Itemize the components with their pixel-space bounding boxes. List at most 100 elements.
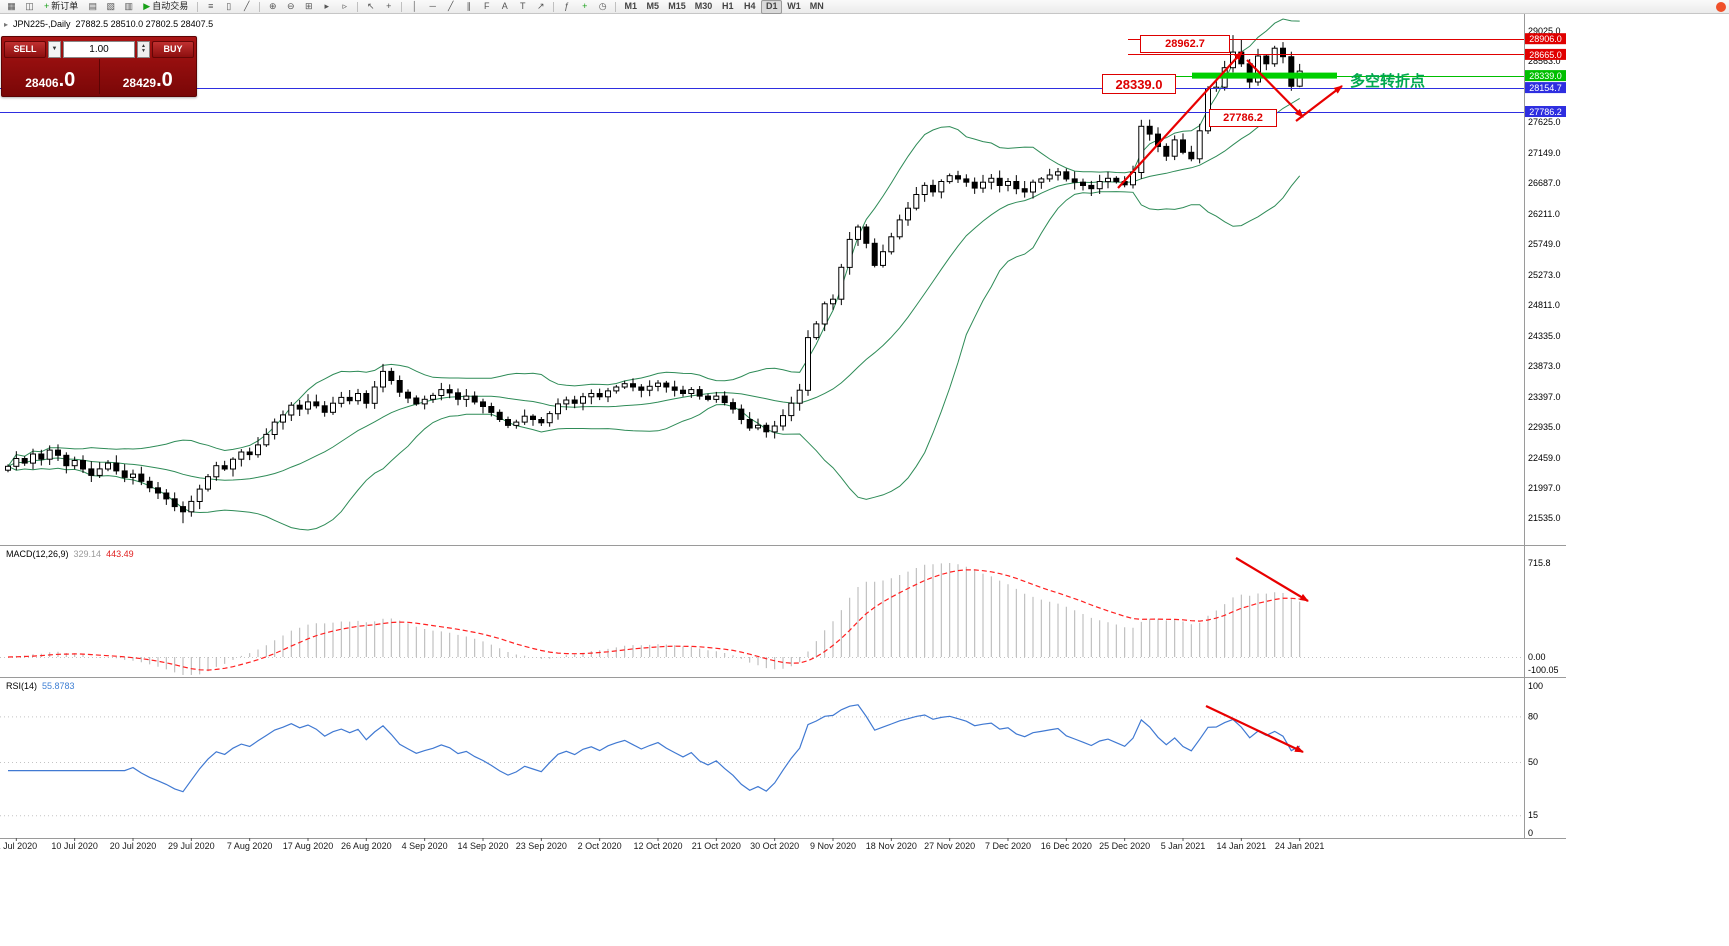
support-price-annotation[interactable]: 28339.0 (1102, 74, 1176, 94)
svg-text:17 Aug 2020: 17 Aug 2020 (283, 841, 334, 851)
svg-text:5 Jan 2021: 5 Jan 2021 (1161, 841, 1206, 851)
timeframe-h1-button[interactable]: H1 (721, 1, 734, 11)
new-order-button-label: 新订单 (51, 1, 79, 11)
fibonacci-icon[interactable]: F (478, 0, 495, 14)
svg-text:14 Sep 2020: 14 Sep 2020 (457, 841, 508, 851)
buy-button[interactable]: BUY (152, 40, 194, 58)
channel-icon-glyph: ∥ (466, 1, 471, 11)
add-indicator-icon[interactable]: + (576, 0, 593, 14)
rsi-value: 55.8783 (42, 681, 75, 691)
zoom-out-icon[interactable]: ⊖ (282, 0, 299, 14)
svg-text:50: 50 (1528, 757, 1538, 767)
svg-text:-100.05: -100.05 (1528, 665, 1559, 675)
svg-text:21 Oct 2020: 21 Oct 2020 (692, 841, 741, 851)
trend-arrows[interactable] (1117, 51, 1343, 753)
timeframe-d1-button[interactable]: D1 (761, 0, 783, 14)
main-toolbar: ▦ ◫ + 新订单 ▤ ▧ ▥ ▶ 自动交易 ≡ ▯ ╱ ⊕ ⊖ ⊞ ▸ ▹ ↖ + │ ─ ╱ ∥ F A T ↗ ƒ + ◷ M1 M5 M… (0, 0, 1729, 14)
timeframe-mn-button[interactable]: MN (809, 1, 824, 11)
timeframe-m1-button[interactable]: M1 (624, 1, 637, 11)
pullback-down-arrow[interactable] (1246, 59, 1304, 118)
channel-icon[interactable]: ∥ (460, 0, 477, 14)
low-price-annotation[interactable]: 27786.2 (1209, 109, 1277, 127)
trend-up-arrow[interactable] (1117, 51, 1243, 189)
bounce-up-arrow[interactable] (1295, 85, 1343, 122)
bar-chart-style-icon[interactable]: ≡ (202, 0, 219, 14)
text-tool-icon-glyph: A (501, 1, 508, 11)
stepper-down-icon[interactable]: ▼ (141, 48, 146, 54)
volume-input[interactable] (63, 40, 135, 58)
line-chart-style-icon[interactable]: ╱ (238, 0, 255, 14)
sell-price-pips: .0 (58, 69, 76, 91)
price-axis[interactable]: 29025.0 28563.0 27625.0 27149.0 26687.0 26211… (1525, 26, 1566, 523)
svg-text:15: 15 (1528, 810, 1538, 820)
svg-text:28339.0: 28339.0 (1529, 71, 1562, 81)
tile-windows-icon[interactable]: ⊞ (300, 0, 317, 14)
svg-text:4 Sep 2020: 4 Sep 2020 (402, 841, 448, 851)
auto-scroll-icon-glyph: ▸ (324, 1, 329, 11)
volume-dropdown-icon[interactable]: ▼ (48, 40, 61, 58)
macd-panel (7, 563, 1301, 675)
collapse-triangle-icon[interactable]: ▸ (4, 19, 9, 29)
svg-text:28665.0: 28665.0 (1529, 50, 1562, 60)
svg-text:23397.0: 23397.0 (1528, 392, 1561, 402)
indicators-icon[interactable]: ƒ (558, 0, 575, 14)
svg-text:12 Oct 2020: 12 Oct 2020 (633, 841, 682, 851)
chart-shift-icon[interactable]: ▹ (336, 0, 353, 14)
svg-text:10 Jul 2020: 10 Jul 2020 (51, 841, 98, 851)
zoom-in-icon[interactable]: ⊕ (264, 0, 281, 14)
macd-signal-line (7, 569, 1300, 671)
fibonacci-icon-glyph: F (483, 1, 490, 11)
chart-profiles-icon[interactable]: ◫ (21, 0, 38, 14)
turning-point-annotation[interactable]: 多空转折点 (1350, 73, 1426, 90)
stepper-up-icon[interactable]: ▲ (141, 43, 146, 49)
text-tool-icon[interactable]: A (496, 0, 513, 14)
sell-button[interactable]: SELL (4, 40, 46, 58)
sell-price[interactable]: 28406 .0 (2, 59, 100, 94)
rsi-down-arrow[interactable] (1205, 705, 1304, 753)
market-watch-icon[interactable]: ▤ (84, 0, 101, 14)
trendline-icon[interactable]: ╱ (442, 0, 459, 14)
vertical-line-icon[interactable]: │ (406, 0, 423, 14)
timeframe-m15-button[interactable]: M15 (668, 1, 686, 11)
timeframe-m5-button[interactable]: M5 (646, 1, 659, 11)
candlestick-style-icon[interactable]: ▯ (220, 0, 237, 14)
macd-down-arrow[interactable] (1235, 557, 1309, 602)
periods-icon[interactable]: ◷ (594, 0, 611, 14)
arrow-tool-icon[interactable]: ↗ (532, 0, 549, 14)
auto-scroll-icon[interactable]: ▸ (318, 0, 335, 14)
navigator-icon-glyph: ▧ (106, 1, 116, 11)
new-chart-icon-glyph: ▦ (7, 1, 16, 11)
timeframe-w1-button[interactable]: W1 (787, 1, 801, 11)
ohlc-values: 27882.5 28510.0 27802.5 28407.5 (75, 19, 214, 29)
buy-price[interactable]: 28429 .0 (100, 59, 197, 94)
navigator-icon[interactable]: ▧ (102, 0, 119, 14)
svg-text:24335.0: 24335.0 (1528, 331, 1561, 341)
auto-trading-button[interactable]: ▶ 自动交易 (138, 0, 193, 14)
rsi-panel (8, 704, 1300, 793)
crosshair-icon[interactable]: + (380, 0, 397, 14)
horizontal-line-icon[interactable]: ─ (424, 0, 441, 14)
new-chart-icon[interactable]: ▦ (3, 0, 20, 14)
label-tool-icon[interactable]: T (514, 0, 531, 14)
rsi-indicator-label: RSI(14) 55.8783 (6, 681, 75, 691)
cursor-icon[interactable]: ↖ (362, 0, 379, 14)
svg-text:1 Jul 2020: 1 Jul 2020 (0, 841, 37, 851)
auto-trading-button-glyph: ▶ (143, 1, 151, 11)
svg-text:16 Dec 2020: 16 Dec 2020 (1041, 841, 1092, 851)
svg-text:25749.0: 25749.0 (1528, 239, 1561, 249)
timeframe-m30-button[interactable]: M30 (694, 1, 713, 11)
turning-point-zone[interactable] (1192, 72, 1337, 79)
time-axis[interactable]: 1 Jul 2020 10 Jul 2020 20 Jul 2020 29 Jul 2… (0, 838, 1324, 851)
terminal-icon[interactable]: ▥ (120, 0, 137, 14)
high-price-annotation[interactable]: 28962.7 (1140, 35, 1230, 53)
macd-indicator-label: MACD(12,26,9) 329.14 443.49 (6, 549, 134, 559)
arrow-tool-icon-glyph: ↗ (536, 1, 545, 11)
svg-text:28154.7: 28154.7 (1529, 83, 1562, 93)
chart-profiles-icon-glyph: ◫ (25, 1, 34, 11)
one-click-trading-panel: SELL ▼ ▲ ▼ BUY 28406 .0 28429 .0 (1, 36, 197, 97)
timeframe-h4-button[interactable]: H4 (743, 1, 756, 11)
new-order-button[interactable]: + 新订单 (39, 0, 83, 14)
volume-stepper[interactable]: ▲ ▼ (137, 40, 150, 58)
